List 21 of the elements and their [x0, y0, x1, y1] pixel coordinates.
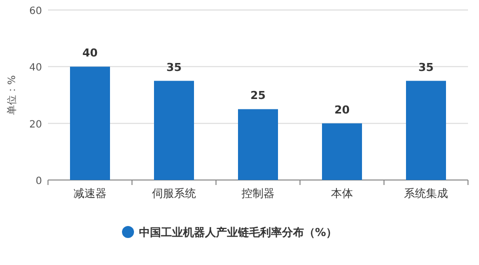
data-label: 40	[82, 46, 98, 60]
data-label: 35	[418, 60, 434, 74]
x-tick-label: 伺服系统	[152, 187, 196, 200]
y-tick-label: 60	[29, 6, 42, 17]
x-tick-label: 本体	[331, 187, 353, 200]
bar	[406, 80, 446, 180]
y-axis-title: 单位：%	[6, 75, 18, 115]
x-tick-label: 减速器	[74, 187, 106, 200]
y-tick-label: 0	[36, 176, 42, 187]
bar	[154, 80, 194, 180]
bar	[70, 66, 110, 180]
data-label: 25	[250, 89, 266, 102]
legend-label: 中国工业机器人产业链毛利率分布（%）	[139, 226, 338, 239]
y-tick-label: 20	[29, 119, 42, 130]
bar	[322, 123, 362, 180]
y-tick-label: 40	[29, 62, 42, 74]
bar	[238, 109, 278, 180]
x-tick-label: 控制器	[242, 187, 274, 200]
x-tick-label: 系统集成	[404, 187, 448, 200]
data-label: 20	[334, 103, 350, 116]
data-label: 35	[166, 60, 182, 74]
